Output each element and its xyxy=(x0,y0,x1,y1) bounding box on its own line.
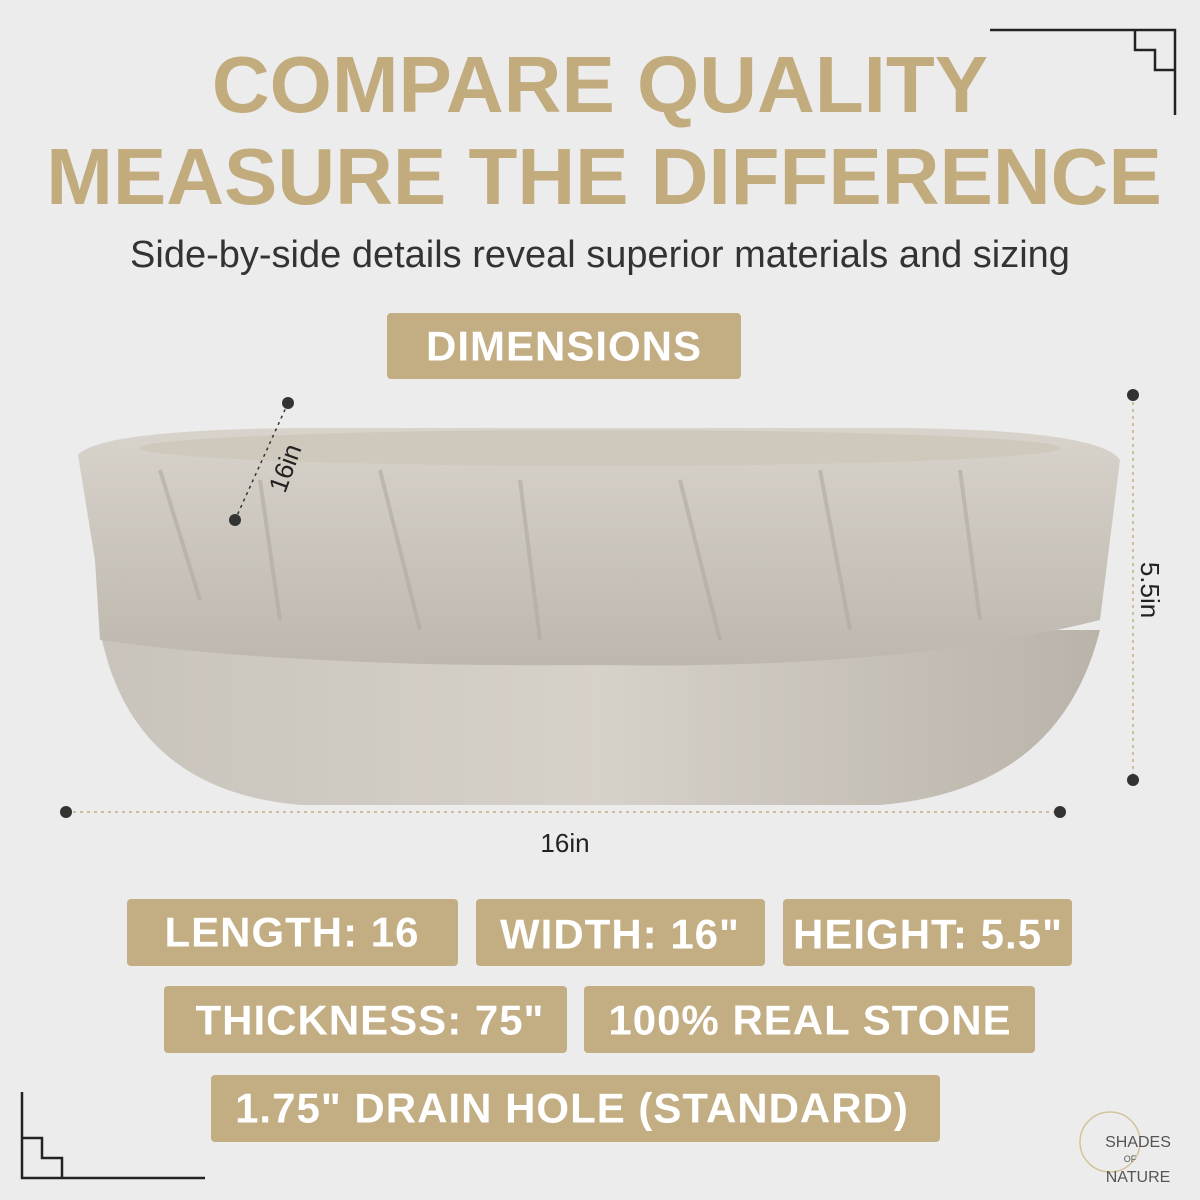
subtitle: Side-by-side details reveal superior mat… xyxy=(130,234,1070,276)
title-line: COMPARE QUALITY xyxy=(212,40,988,129)
spec-badge xyxy=(476,899,765,966)
spec-text: WIDTH: 16" xyxy=(500,911,740,958)
logo-text: SHADES xyxy=(1105,1134,1171,1151)
title-line: MEASURE THE DIFFERENCE xyxy=(46,132,1162,221)
corner-decoration xyxy=(20,28,1177,1180)
section-label: DIMENSIONS xyxy=(426,323,702,370)
brand-logo: SHADES OF NATURE xyxy=(1079,1111,1171,1186)
spec-text: HEIGHT: 5.5" xyxy=(793,911,1063,958)
sink-bowl xyxy=(78,428,1120,805)
spec-badge xyxy=(164,986,567,1053)
spec-badge xyxy=(211,1075,940,1142)
spec-text: 100% REAL STONE xyxy=(608,997,1011,1044)
spec-badge xyxy=(783,899,1072,966)
logo-text: OF xyxy=(1124,1154,1137,1164)
spec-text: LENGTH: 16 xyxy=(164,909,419,956)
height-label: 5.5in xyxy=(1135,562,1165,618)
logo-text: NATURE xyxy=(1106,1169,1171,1186)
spec-text: THICKNESS: 75" xyxy=(196,997,545,1044)
spec-badge xyxy=(584,986,1035,1053)
spec-badge xyxy=(127,899,458,966)
length-label: 16in xyxy=(540,828,589,858)
spec-text: 1.75" DRAIN HOLE (STANDARD) xyxy=(235,1085,909,1132)
section-badge xyxy=(387,313,741,379)
dimension-lines xyxy=(60,389,1139,818)
